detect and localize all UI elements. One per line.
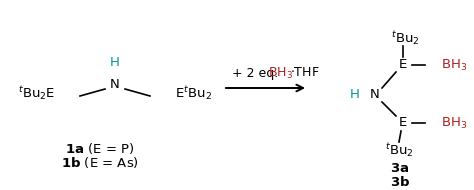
Text: $^t$Bu$_2$E: $^t$Bu$_2$E: [18, 84, 55, 102]
Text: $\cdot$THF: $\cdot$THF: [290, 66, 319, 79]
Text: H: H: [110, 56, 120, 70]
Text: E: E: [399, 59, 407, 71]
Text: $\mathbf{1a}$ (E = P): $\mathbf{1a}$ (E = P): [65, 140, 135, 155]
Text: BH$_3$: BH$_3$: [441, 57, 467, 73]
Text: H: H: [350, 89, 360, 101]
Text: BH$_3$: BH$_3$: [268, 65, 293, 81]
Text: N: N: [110, 78, 120, 92]
Text: E$^t$Bu$_2$: E$^t$Bu$_2$: [175, 84, 212, 102]
Text: + 2 eq.: + 2 eq.: [232, 66, 282, 79]
Text: N: N: [370, 89, 380, 101]
Text: $\mathbf{1b}$ (E = As): $\mathbf{1b}$ (E = As): [61, 155, 139, 170]
Text: $\mathbf{3b}$: $\mathbf{3b}$: [390, 175, 410, 189]
Text: BH$_3$: BH$_3$: [441, 116, 467, 131]
Text: $^t$Bu$_2$: $^t$Bu$_2$: [391, 29, 419, 47]
Text: $\mathbf{3a}$: $\mathbf{3a}$: [391, 162, 410, 174]
Text: E: E: [399, 116, 407, 130]
Text: $^t$Bu$_2$: $^t$Bu$_2$: [385, 141, 413, 159]
